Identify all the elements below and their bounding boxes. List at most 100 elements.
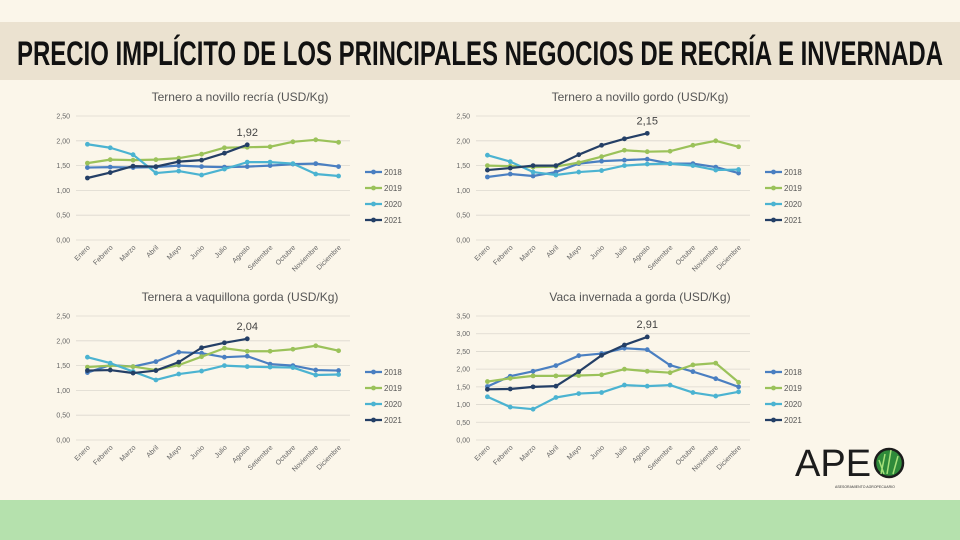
legend-marker-2020 bbox=[371, 201, 376, 207]
legend-label: 2020 bbox=[384, 400, 402, 409]
data-point-2019 bbox=[507, 375, 513, 381]
legend-label: 2021 bbox=[784, 216, 802, 225]
data-point-2020 bbox=[530, 169, 536, 175]
y-tick-label: 0,00 bbox=[56, 438, 70, 445]
legend-marker-2018 bbox=[371, 169, 376, 175]
x-tick-label: Agosto bbox=[631, 244, 651, 264]
legend-marker-2019 bbox=[371, 385, 376, 391]
data-point-2020 bbox=[736, 389, 741, 395]
data-point-2020 bbox=[199, 368, 204, 374]
data-point-2021 bbox=[599, 352, 604, 358]
data-point-2021 bbox=[622, 136, 627, 142]
x-tick-label: Mayo bbox=[566, 244, 583, 261]
data-point-2019 bbox=[599, 154, 604, 160]
legend-marker-2021 bbox=[771, 417, 776, 423]
data-point-2019 bbox=[199, 354, 204, 360]
data-point-2019 bbox=[667, 370, 673, 376]
data-point-2021 bbox=[622, 342, 627, 348]
data-point-2020 bbox=[290, 365, 296, 370]
data-point-2019 bbox=[244, 348, 250, 354]
data-point-2020 bbox=[153, 170, 159, 176]
data-point-2019 bbox=[267, 348, 273, 354]
data-point-2018 bbox=[530, 368, 536, 374]
legend-label: 2019 bbox=[384, 384, 402, 393]
data-point-2018 bbox=[736, 384, 741, 390]
data-point-2020 bbox=[599, 168, 604, 173]
legend-marker-2021 bbox=[771, 217, 776, 223]
x-tick-label: Marzo bbox=[119, 244, 138, 263]
x-tick-label: Marzo bbox=[519, 244, 538, 263]
data-point-2021 bbox=[85, 175, 90, 181]
data-point-2019 bbox=[622, 147, 627, 153]
data-point-2018 bbox=[690, 369, 696, 375]
x-tick-label: Marzo bbox=[519, 444, 538, 463]
chart-ternero-novillo-recria: Ternero a novillo recría (USD/Kg) 0,00 0,5… bbox=[56, 90, 402, 273]
y-tick-label: 0,50 bbox=[56, 413, 70, 420]
x-tick-label: Enero bbox=[74, 444, 92, 462]
data-label-latest: 2,04 bbox=[237, 321, 258, 333]
legend-marker-2020 bbox=[371, 401, 376, 407]
data-point-2018 bbox=[199, 164, 204, 169]
data-point-2019 bbox=[199, 151, 204, 157]
legend-label: 2020 bbox=[784, 400, 802, 409]
y-tick-label: 2,00 bbox=[456, 367, 470, 374]
legend-marker-2019 bbox=[771, 185, 776, 191]
x-tick-label: Enero bbox=[474, 444, 492, 462]
data-point-2018 bbox=[176, 349, 182, 355]
data-point-2019 bbox=[313, 343, 319, 349]
chart-title: Ternero a novillo gordo (USD/Kg) bbox=[552, 90, 729, 104]
y-tick-label: 2,00 bbox=[56, 138, 70, 145]
title-band: PRECIO IMPLÍCITO DE LOS PRINCIPALES NEGO… bbox=[0, 22, 960, 80]
data-point-2019 bbox=[313, 137, 319, 143]
data-point-2020 bbox=[690, 163, 696, 168]
x-tick-label: Febrero bbox=[92, 444, 114, 466]
data-point-2019 bbox=[336, 348, 341, 354]
data-point-2020 bbox=[244, 364, 250, 369]
data-point-2021 bbox=[599, 142, 604, 148]
x-tick-label: Julio bbox=[214, 444, 229, 459]
data-point-2018 bbox=[336, 164, 341, 169]
data-point-2019 bbox=[736, 144, 741, 150]
data-point-2019 bbox=[644, 149, 650, 155]
x-tick-label: Setiembre bbox=[247, 444, 275, 472]
ape-logo: APE ASESORAMIENTO AGROPECUARIO bbox=[795, 443, 905, 489]
data-point-2019 bbox=[690, 362, 696, 368]
series-line-2020 bbox=[486, 383, 739, 411]
x-tick-label: Diciembre bbox=[716, 444, 743, 471]
data-point-2020 bbox=[176, 371, 182, 377]
y-tick-label: 0,00 bbox=[56, 238, 70, 245]
data-point-2019 bbox=[267, 144, 273, 150]
series-line-2020 bbox=[87, 356, 339, 382]
x-tick-label: Octubre bbox=[275, 444, 298, 467]
data-point-2021 bbox=[199, 345, 204, 351]
data-point-2021 bbox=[107, 367, 113, 373]
data-point-2021 bbox=[485, 167, 490, 173]
data-point-2021 bbox=[530, 163, 536, 168]
legend-label: 2021 bbox=[384, 416, 402, 425]
footer-bar bbox=[0, 500, 960, 540]
data-point-2020 bbox=[667, 382, 673, 388]
series-line-2018 bbox=[486, 347, 739, 388]
data-point-2020 bbox=[507, 159, 513, 165]
x-tick-label: Setiembre bbox=[647, 444, 675, 472]
data-point-2018 bbox=[199, 350, 204, 356]
x-tick-label: Agosto bbox=[231, 444, 251, 464]
x-tick-label: Mayo bbox=[166, 444, 183, 461]
series-line-2021 bbox=[487, 335, 648, 391]
data-point-2019 bbox=[576, 373, 582, 378]
x-tick-label: Junio bbox=[589, 444, 606, 461]
data-point-2021 bbox=[130, 163, 136, 169]
x-tick-label: Diciembre bbox=[316, 444, 343, 471]
data-point-2020 bbox=[644, 161, 650, 167]
legend-label: 2018 bbox=[784, 368, 802, 377]
data-point-2019 bbox=[736, 379, 741, 385]
x-tick-label: Abril bbox=[145, 244, 160, 259]
legend-label: 2018 bbox=[384, 368, 402, 377]
x-tick-label: Octubre bbox=[675, 244, 698, 267]
series-line-2019 bbox=[487, 362, 740, 384]
data-point-2020 bbox=[336, 372, 341, 377]
data-label-latest: 1,92 bbox=[237, 127, 258, 139]
data-point-2019 bbox=[690, 142, 696, 148]
series-line-2019 bbox=[487, 139, 739, 169]
y-tick-label: 0,00 bbox=[456, 238, 470, 245]
